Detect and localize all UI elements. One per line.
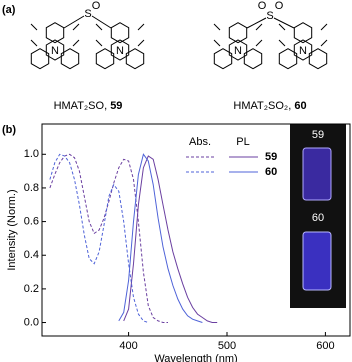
methyl [137, 23, 145, 31]
legend-label: 59 [265, 151, 277, 163]
series-line [49, 153, 168, 323]
bond [246, 17, 267, 29]
ring [228, 22, 248, 44]
ring [30, 48, 50, 70]
series-line [118, 153, 203, 323]
y-tick-label: 0.4 [24, 249, 39, 261]
y-tick-label: 0.2 [24, 283, 39, 295]
atom-label: O [92, 0, 101, 12]
atom-label: O [258, 0, 267, 12]
methyl [137, 39, 145, 47]
atom-label: S [266, 10, 273, 22]
bond [91, 15, 112, 29]
atom-label: N [299, 45, 307, 57]
ring [293, 39, 313, 61]
y-tick-label: 0.6 [24, 215, 39, 227]
atom-label: N [234, 45, 242, 57]
methyl [72, 39, 80, 47]
methyl [278, 39, 286, 47]
atom-label: S [84, 8, 91, 20]
x-tick-label: 600 [316, 340, 334, 352]
vial [302, 147, 332, 201]
y-tick-label: 0.0 [24, 316, 39, 328]
methyl [255, 23, 263, 31]
x-axis-label: Wavelength (nm) [154, 353, 237, 362]
y-axis-label: Intensity (Norm.) [6, 189, 18, 270]
bond [273, 17, 295, 29]
legend-header: PL [236, 136, 249, 148]
methyl [278, 23, 286, 31]
ring [45, 22, 65, 44]
methyl [95, 23, 103, 31]
compound-name: HMAT₂SO₂, [233, 100, 294, 112]
methyl [320, 23, 328, 31]
ring [125, 48, 145, 70]
methyl [213, 39, 221, 47]
legend-label: 60 [265, 166, 277, 178]
ring [213, 48, 233, 70]
ring [308, 48, 328, 70]
compound-number: 60 [294, 100, 306, 112]
ring [278, 48, 298, 70]
ring [293, 22, 313, 44]
bond [63, 15, 85, 29]
ring [45, 39, 65, 61]
x-tick-label: 500 [218, 340, 236, 352]
y-tick-label: 0.8 [24, 182, 39, 194]
methyl [95, 39, 103, 47]
x-tick-label: 400 [119, 340, 137, 352]
methyl [30, 23, 38, 31]
atom-label: O [275, 0, 284, 12]
ring [60, 48, 80, 70]
ring [243, 48, 263, 70]
ring [110, 22, 130, 44]
inset-label: 60 [312, 212, 324, 224]
atom-label: N [51, 45, 59, 57]
compound-name: HMAT₂SO, [54, 100, 111, 112]
methyl [30, 39, 38, 47]
compound-label: HMAT₂SO₂, 60 [233, 100, 306, 112]
ring [110, 39, 130, 61]
methyl [72, 23, 80, 31]
plot-frame [41, 123, 351, 337]
panel-label: (a) [2, 4, 16, 16]
panel-label: (b) [2, 124, 16, 136]
compound-number: 59 [110, 100, 122, 112]
ring [228, 39, 248, 61]
y-tick-label: 1.0 [24, 148, 39, 160]
methyl [255, 39, 263, 47]
vial [302, 231, 332, 291]
atom-label: N [116, 45, 124, 57]
methyl [213, 23, 221, 31]
series-line [49, 153, 149, 323]
methyl [320, 39, 328, 47]
inset-label: 59 [312, 129, 324, 141]
compound-label: HMAT₂SO, 59 [54, 100, 123, 112]
legend-header: Abs. [189, 136, 211, 148]
series-line [123, 155, 218, 323]
ring [95, 48, 115, 70]
